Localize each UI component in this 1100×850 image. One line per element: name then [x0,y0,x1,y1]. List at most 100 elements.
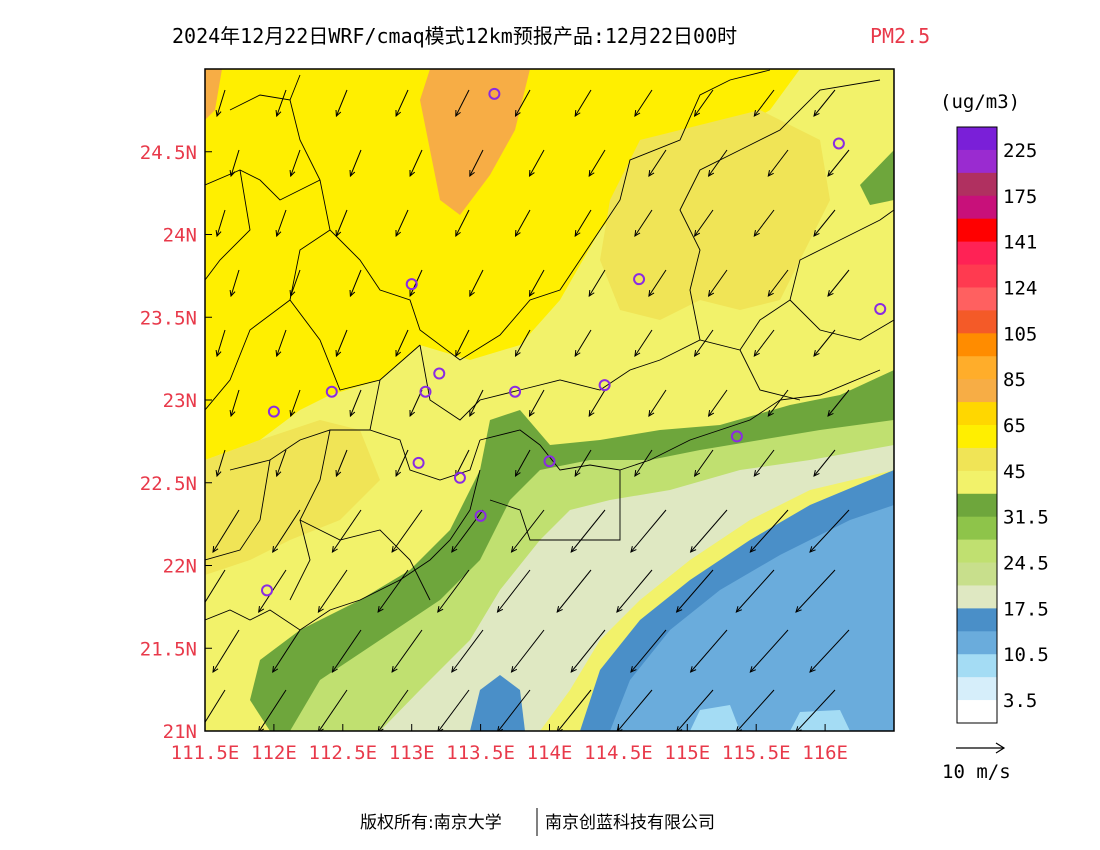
wind-arrow [813,329,836,357]
colorbar-swatch [957,516,997,541]
wind-arrow [395,209,409,238]
station-marker [598,379,611,392]
wind-arrow [455,89,470,118]
wind-arrow [753,449,775,477]
wind-arrow [275,89,287,118]
wind-arrow [349,389,362,418]
wind-arrow [675,569,714,613]
colorbar-swatch [957,264,997,288]
wind-arrow [707,269,728,297]
wind-arrow [813,209,836,237]
wind-arrow [514,209,531,238]
wind-arrow [272,509,301,553]
wind-arrow [767,389,789,417]
wind-arrow [437,569,470,613]
wind-arrow [335,209,348,238]
colorbar-swatch [957,241,997,266]
colorbar-swatch [957,447,997,472]
wind-arrow [289,389,301,418]
wind-arrow [409,389,423,418]
wind-arrow [514,329,531,358]
wind-arrow [331,629,362,673]
station-markers [261,87,887,597]
wind-legend-label: 10 m/s [942,761,1011,783]
wind-arrow [377,689,409,731]
wind-arrow [215,89,226,118]
wind-arrow [809,629,850,673]
colorbar-level-label: 31.5 [1003,507,1049,529]
y-tick-label: 24.5N [140,142,197,164]
wind-arrow [693,329,714,357]
station-marker [730,430,743,443]
wind-arrow [469,269,484,298]
wind-arrow [574,89,592,117]
chart-variable: PM2.5 [870,24,930,48]
colorbar-swatch [957,493,997,518]
wind-arrow [574,329,592,357]
wind-arrow [395,449,409,478]
colorbar-swatch [957,356,997,380]
wind-arrow [693,89,714,117]
wind-arrow [753,89,775,117]
station-marker [509,385,522,398]
station-marker [325,385,338,398]
wind-arrow [455,209,470,238]
station-marker [405,278,418,291]
wind-arrow [318,689,348,731]
station-marker [832,137,845,150]
x-tick-label: 115E [664,742,710,764]
y-tick-label: 21.5N [140,638,197,660]
wind-arrow [212,509,240,553]
wind-arrow [634,449,653,477]
wind-arrow [349,269,362,298]
station-marker [474,509,487,522]
wind-arrow [767,269,789,297]
colorbar-swatch [957,608,997,632]
wind-arrow [317,569,348,613]
y-tick-label: 22N [163,556,197,578]
y-tick-label: 22.5N [140,473,197,495]
wind-arrow [616,569,653,613]
wind-arrow [689,509,728,553]
chart-title: 2024年12月22日WRF/cmaq模式12km预报产品:12月22日00时 [172,24,737,48]
axes: 111.5E 112E 112.5E 113E 113.5E 114E 114.5E 115E… [140,142,848,764]
y-tick-label: 23.5N [140,307,197,329]
boundary-lines [205,69,894,631]
wind-arrow [331,509,362,553]
wind-arrow [749,629,789,673]
y-tick-label: 24N [163,225,197,247]
wind-arrow [648,389,667,417]
wind-arrow [289,269,301,298]
y-tick-label: 23N [163,390,197,412]
wind-arrow [753,209,775,237]
wind-arrow [634,209,653,237]
colorbar: 225 175 141 124 105 85 65 45 31.5 24.5 17.5 10.5 3.5 [956,126,1049,724]
field-blob-85-west [205,69,222,120]
colorbar-swatch [957,379,997,403]
colorbar-swatch [957,127,997,151]
wind-arrow [630,629,667,673]
wind-arrow [707,149,728,177]
x-tick-label: 112.5E [308,742,377,764]
x-tick-label: 115.5E [722,742,791,764]
colorbar-swatch [957,287,997,311]
wind-arrow [570,629,606,673]
colorbar-swatch [957,677,997,701]
wind-arrow [496,569,531,613]
station-marker [488,87,501,100]
wind-arrow [510,629,545,673]
wind-arrow [813,449,836,477]
wind-arrow [229,269,240,298]
wind-legend: 10 m/s [942,742,1011,783]
wind-arrow [497,689,531,731]
colorbar-level-label: 141 [1003,232,1037,254]
colorbar-swatch [957,654,997,678]
station-marker [633,273,646,286]
wind-arrow [409,149,423,178]
wind-arrow [574,449,592,477]
wind-arrow [634,329,653,357]
x-tick-label: 114.5E [584,742,653,764]
colorbar-swatch [957,149,997,174]
colorbar-swatch [957,539,997,564]
field-blob-85 [420,69,530,215]
